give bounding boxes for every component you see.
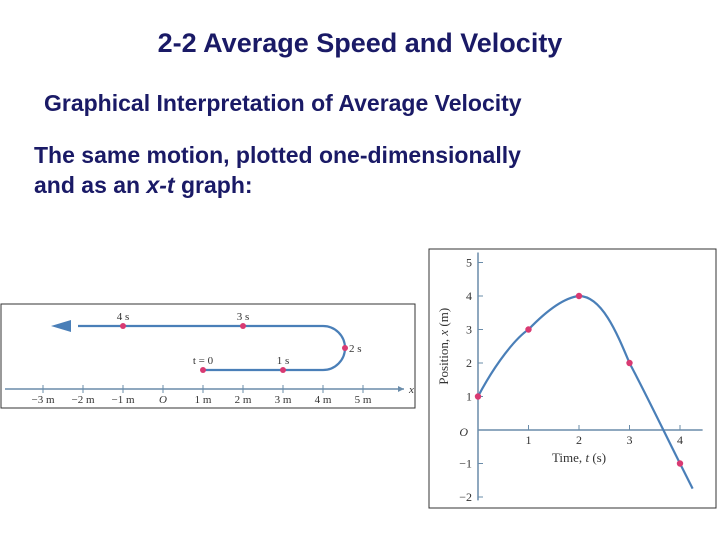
- y-axis-label-variable: x: [436, 330, 451, 337]
- xt-graph-frame: [428, 248, 717, 509]
- graph-y-tick-label: −1: [459, 457, 472, 471]
- graph-x-tick-label: 2: [576, 433, 582, 447]
- motion-layer: x −3 m −2 m −1 m O 1 m 2 m 3 m 4 m 5 m t = 0 1 s 2 s…: [5, 311, 414, 406]
- graph-data-point: [575, 292, 583, 300]
- graph-x-tick-label: 1: [526, 433, 532, 447]
- slide-body-text: The same motion, plotted one-dimensional…: [34, 140, 674, 200]
- diagram-tick-label: 1 m: [195, 394, 212, 406]
- body-line-2-post: graph:: [174, 172, 253, 198]
- x-axis-label-variable: t: [585, 450, 589, 465]
- graph-data-point: [676, 460, 684, 467]
- body-line-2-pre: and as an: [34, 172, 147, 198]
- slide-title: 2-2 Average Speed and Velocity: [157, 28, 563, 58]
- x-axis-label-unit: (s): [589, 450, 606, 465]
- graph-y-tick-label: 1: [466, 390, 472, 404]
- diagram-point-marker: [280, 367, 286, 373]
- y-axis-label-text: Position,: [436, 336, 451, 385]
- position-curve: [477, 294, 694, 490]
- diagram-tick-label: 3 m: [275, 394, 292, 406]
- motion-diagram-svg: x −3 m −2 m −1 m O 1 m 2 m 3 m 4 m 5 m t = 0 1 s 2 s…: [0, 303, 416, 409]
- diagram-axis-arrowhead: [398, 386, 404, 392]
- graph-data-point: [525, 326, 532, 333]
- diagram-tick-label: −1 m: [111, 394, 134, 406]
- graph-y-tick-label: 3: [466, 323, 472, 337]
- graph-x-tick-label: 3: [627, 433, 633, 447]
- x-axis-label-text: Time,: [552, 450, 585, 465]
- motion-diagram: x −3 m −2 m −1 m O 1 m 2 m 3 m 4 m 5 m t = 0 1 s 2 s…: [0, 303, 418, 410]
- graph-y-tick-label: 2: [466, 356, 472, 370]
- y-axis-label-unit: (m): [436, 308, 451, 330]
- body-line-1: The same motion, plotted one-dimensional…: [34, 142, 521, 168]
- diagram-axis-label: x: [408, 384, 414, 396]
- xt-graph: 5 4 3 2 1 −1 −2 1 2 3 4 O Time, t (s) Position, x (m): [428, 248, 718, 510]
- slide-subtitle: Graphical Interpretation of Average Velo…: [44, 90, 522, 116]
- diagram-tick-label: −3 m: [31, 394, 54, 406]
- graph-data-point: [474, 393, 482, 400]
- graph-x-tick-label: 4: [677, 433, 683, 447]
- graph-layer: 5 4 3 2 1 −1 −2 1 2 3 4 O Time, t (s) Position, x (m): [436, 252, 703, 504]
- body-line-2-variable: x-t: [146, 172, 175, 198]
- diagram-point-marker: [342, 345, 348, 351]
- graph-origin-label: O: [459, 425, 468, 439]
- graph-y-tick-label: 4: [466, 289, 472, 303]
- graph-data-point: [626, 359, 633, 367]
- graph-y-axis-label: Position, x (m): [436, 308, 451, 385]
- diagram-point-label: t = 0: [193, 355, 214, 367]
- body-line-2: and as an x-t graph:: [34, 170, 674, 200]
- diagram-tick-label: 5 m: [355, 394, 372, 406]
- diagram-tick-label: O: [159, 394, 167, 406]
- motion-path-arrowhead: [51, 320, 71, 332]
- diagram-tick-label: −2 m: [71, 394, 94, 406]
- diagram-tick-label: 4 m: [315, 394, 332, 406]
- diagram-point-label: 3 s: [237, 311, 250, 323]
- diagram-point-marker: [240, 323, 246, 329]
- diagram-point-label: 1 s: [277, 355, 290, 367]
- diagram-point-marker: [120, 323, 126, 329]
- graph-x-axis-label: Time, t (s): [552, 450, 606, 465]
- diagram-point-marker: [200, 367, 206, 373]
- diagram-point-label: 4 s: [117, 311, 130, 323]
- diagram-tick-label: 2 m: [235, 394, 252, 406]
- diagram-point-label: 2 s: [349, 343, 362, 355]
- xt-graph-svg: 5 4 3 2 1 −1 −2 1 2 3 4 O Time, t (s) Position, x (m): [428, 248, 717, 509]
- graph-y-tick-label: −2: [459, 490, 472, 504]
- graph-y-tick-label: 5: [466, 256, 472, 270]
